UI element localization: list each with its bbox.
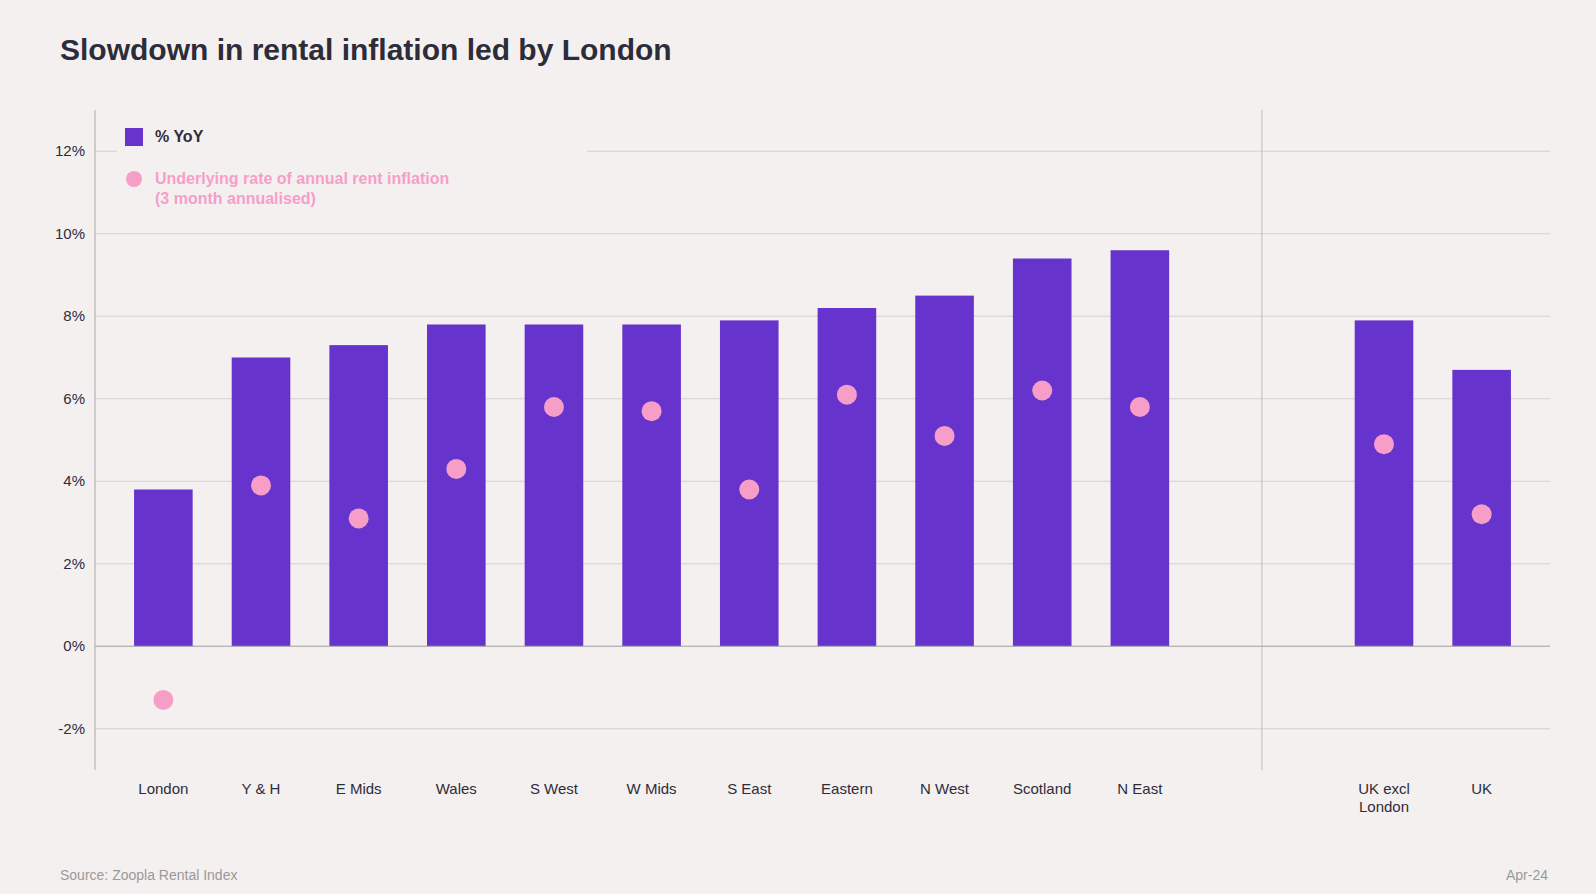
annotation: Source: Zoopla Rental Index bbox=[60, 867, 237, 883]
legend-swatch bbox=[126, 171, 142, 187]
bar bbox=[525, 325, 584, 647]
y-tick-label: 0% bbox=[63, 637, 85, 654]
dot bbox=[446, 459, 466, 479]
dot bbox=[251, 475, 271, 495]
dot bbox=[153, 690, 173, 710]
legend-background bbox=[117, 114, 587, 206]
marks bbox=[134, 250, 1511, 710]
zero-line bbox=[95, 646, 1550, 647]
y-tick-label: 12% bbox=[55, 142, 85, 159]
series-bar bbox=[134, 250, 1511, 646]
x-tick-label: London bbox=[138, 780, 188, 797]
x-tick-label: UK bbox=[1471, 780, 1492, 797]
x-tick-label: Y & H bbox=[242, 780, 281, 797]
x-tick-label: N East bbox=[1117, 780, 1163, 797]
bar bbox=[818, 308, 877, 646]
bar bbox=[1355, 320, 1414, 646]
x-tick-label: S West bbox=[530, 780, 579, 797]
bar bbox=[329, 345, 388, 646]
bar bbox=[622, 325, 681, 647]
dot bbox=[1130, 397, 1150, 417]
dot bbox=[1374, 434, 1394, 454]
dot bbox=[837, 385, 857, 405]
annotation: Apr-24 bbox=[1506, 867, 1548, 883]
dot bbox=[349, 508, 369, 528]
bar bbox=[720, 320, 779, 646]
y-tick-label: 4% bbox=[63, 472, 85, 489]
dot bbox=[1472, 504, 1492, 524]
title: Slowdown in rental inflation led by Lond… bbox=[60, 33, 672, 66]
bar bbox=[134, 490, 193, 647]
legend-label: Underlying rate of annual rent inflation… bbox=[155, 170, 449, 207]
legend-swatch bbox=[125, 128, 143, 146]
bar bbox=[427, 325, 486, 647]
dot bbox=[642, 401, 662, 421]
dot bbox=[1032, 381, 1052, 401]
y-tick-label: -2% bbox=[58, 720, 85, 737]
series-scatter bbox=[153, 381, 1491, 710]
bar bbox=[1111, 250, 1170, 646]
bar bbox=[915, 296, 974, 647]
x-tick-label: E Mids bbox=[336, 780, 382, 797]
y-tick-label: 10% bbox=[55, 225, 85, 242]
grid-line bbox=[95, 233, 1550, 234]
bar bbox=[1452, 370, 1511, 646]
x-tick-label: W Mids bbox=[627, 780, 677, 797]
grid bbox=[95, 151, 1550, 729]
y-tick-label: 8% bbox=[63, 307, 85, 324]
x-tick-label: Eastern bbox=[821, 780, 873, 797]
x-tick-label: S East bbox=[727, 780, 772, 797]
grid-line bbox=[95, 728, 1550, 729]
grid-line bbox=[95, 646, 1550, 647]
x-tick-label: UK exclLondon bbox=[1358, 780, 1410, 815]
x-tick-label: Wales bbox=[436, 780, 477, 797]
dot bbox=[544, 397, 564, 417]
legend-label: % YoY bbox=[155, 128, 204, 145]
separator-line bbox=[1261, 110, 1262, 770]
y-tick-label: 6% bbox=[63, 390, 85, 407]
background bbox=[0, 0, 1596, 894]
y-axis-line bbox=[95, 110, 96, 770]
x-tick-label: Scotland bbox=[1013, 780, 1071, 797]
bar bbox=[232, 358, 291, 647]
dot bbox=[935, 426, 955, 446]
chart: Slowdown in rental inflation led by Lond… bbox=[0, 0, 1596, 894]
dot bbox=[739, 480, 759, 500]
x-tick-label: N West bbox=[920, 780, 970, 797]
y-tick-label: 2% bbox=[63, 555, 85, 572]
bar bbox=[1013, 259, 1072, 647]
legend: % YoY Underlying rate of annual rent infl… bbox=[117, 114, 587, 207]
chart-container: Slowdown in rental inflation led by Lond… bbox=[0, 0, 1596, 894]
